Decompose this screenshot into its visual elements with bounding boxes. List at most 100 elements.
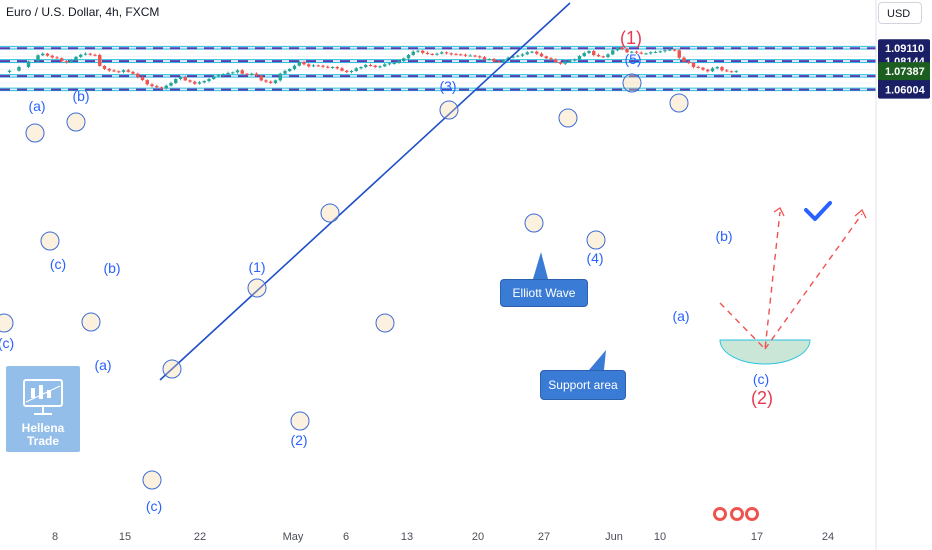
x-tick-label: 8 [52, 531, 58, 543]
projection-arrow-1 [773, 207, 785, 217]
candle-body [335, 67, 339, 69]
pivot-circle [40, 231, 60, 251]
candle-body [349, 71, 354, 73]
logo-line2: Trade [26, 434, 59, 448]
candle-body [459, 54, 463, 56]
candle-body [60, 58, 64, 62]
wave-label: (b) [715, 228, 732, 244]
candle-body [307, 64, 311, 67]
wave-label: (a) [28, 98, 45, 114]
current-price-bg [878, 62, 930, 81]
candle-body [706, 69, 710, 72]
candle-body [368, 65, 373, 67]
candle-body [321, 65, 325, 67]
callout-pointer [533, 252, 548, 279]
candle-body [677, 50, 681, 58]
candle-body [710, 68, 715, 72]
candle-body [658, 51, 662, 53]
candle-body [50, 55, 54, 58]
currency-selector[interactable]: USD [878, 2, 922, 24]
pivot-circle [622, 73, 642, 93]
candle-body [402, 58, 406, 62]
candle-body [587, 51, 591, 54]
candle-body [183, 77, 187, 81]
candle-body [240, 70, 244, 74]
candles-layer [7, 46, 738, 90]
candle-body [292, 65, 297, 70]
candle-body [140, 77, 145, 81]
event-flag-inner [733, 510, 741, 518]
candle-body [93, 54, 97, 56]
candle-body [364, 65, 368, 68]
candle-body [663, 50, 667, 52]
wave-label: (c) [50, 256, 66, 272]
candle-body [193, 81, 197, 84]
candle-body [107, 68, 111, 71]
projection-path-2 [764, 213, 863, 350]
candle-body [639, 52, 643, 54]
x-tick-label: 27 [538, 531, 550, 543]
candle-body [411, 51, 415, 56]
candle-body [207, 79, 211, 82]
candle-body [178, 77, 183, 80]
pivot-circle [439, 100, 459, 120]
candle-body [197, 82, 202, 84]
candle-body [444, 52, 449, 54]
major-wave-label: (2) [751, 388, 773, 408]
candle-body [701, 67, 705, 70]
candle-body [691, 63, 696, 68]
x-tick-label: 20 [472, 531, 484, 543]
candle-body [425, 52, 430, 54]
pivot-circle [524, 213, 544, 233]
candle-body [378, 66, 382, 68]
pivot-circle [81, 312, 101, 332]
candle-body [297, 61, 301, 66]
candle-body [69, 60, 73, 63]
wave-label: (b) [72, 88, 89, 104]
candle-body [226, 73, 230, 75]
symbol-title: Euro / U.S. Dollar, 4h, FXCM [6, 5, 160, 19]
candle-body [592, 51, 596, 56]
candle-body [549, 58, 553, 60]
candle-body [653, 52, 658, 54]
candle-body [359, 67, 363, 69]
candle-body [354, 68, 358, 72]
candle-body [302, 61, 306, 65]
candle-body [83, 53, 88, 55]
candle-body [620, 47, 624, 50]
candle-body [216, 75, 221, 77]
callout-pointer [589, 350, 606, 370]
candle-body [535, 51, 539, 54]
candle-body [316, 65, 320, 67]
current-price-label: 1.07387 [885, 66, 925, 78]
wave-label: (3) [439, 78, 456, 94]
zone-band [0, 74, 876, 78]
candle-body [212, 76, 216, 80]
wave-label: (b) [103, 260, 120, 276]
candle-body [696, 67, 700, 69]
candle-body [497, 61, 501, 63]
candle-body [416, 50, 420, 52]
candle-body [273, 80, 278, 84]
candle-body [525, 52, 529, 55]
candle-body [17, 67, 21, 71]
candle-body [720, 67, 724, 71]
candle-body [615, 47, 620, 51]
candle-body [682, 57, 686, 62]
x-tick-label: 24 [822, 531, 834, 543]
candle-body [482, 57, 487, 60]
pivot-circle [66, 112, 86, 132]
x-tick-label: Jun [605, 531, 623, 543]
trendline [159, 2, 571, 381]
level-tag-label: 1.06004 [885, 85, 926, 97]
candle-body [254, 73, 259, 76]
candle-body [725, 70, 729, 72]
candle-body [715, 67, 719, 69]
candle-body [311, 65, 316, 67]
candle-body [387, 63, 392, 65]
candle-body [511, 56, 515, 58]
wave-label: (2) [290, 432, 307, 448]
pivot-circle [247, 278, 267, 298]
candle-body [501, 60, 506, 62]
